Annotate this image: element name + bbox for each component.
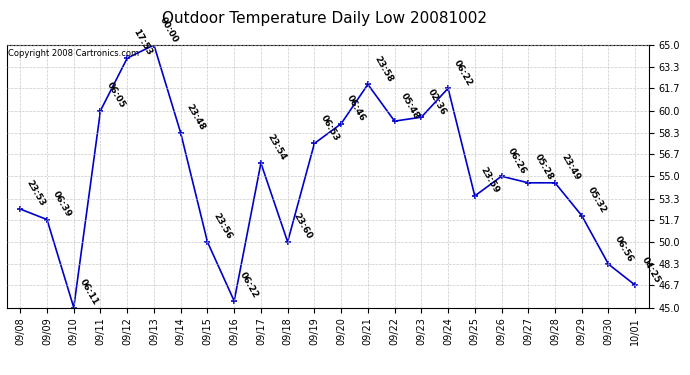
Text: Copyright 2008 Cartronics.com: Copyright 2008 Cartronics.com [8,49,139,58]
Text: 05:28: 05:28 [533,153,555,182]
Text: 04:25: 04:25 [640,255,662,284]
Text: 06:22: 06:22 [452,58,474,87]
Text: 23:58: 23:58 [372,54,394,84]
Text: 23:53: 23:53 [24,179,46,208]
Text: 23:54: 23:54 [265,133,287,162]
Text: 06:53: 06:53 [319,114,341,142]
Text: 05:32: 05:32 [586,186,608,215]
Text: 23:60: 23:60 [292,212,314,241]
Text: 17:53: 17:53 [131,28,154,57]
Text: 06:05: 06:05 [105,81,127,110]
Text: 06:11: 06:11 [78,278,100,307]
Text: 23:48: 23:48 [185,103,207,132]
Text: 06:22: 06:22 [238,271,260,300]
Text: 06:46: 06:46 [345,94,367,123]
Text: 06:26: 06:26 [506,146,528,176]
Text: 06:39: 06:39 [51,189,73,219]
Text: 05:48: 05:48 [399,91,421,120]
Text: 06:56: 06:56 [613,234,635,263]
Text: Outdoor Temperature Daily Low 20081002: Outdoor Temperature Daily Low 20081002 [161,11,487,26]
Text: 23:49: 23:49 [559,153,582,182]
Text: 02:36: 02:36 [426,87,448,116]
Text: 23:59: 23:59 [479,166,501,195]
Text: 23:56: 23:56 [212,212,234,241]
Text: 00:00: 00:00 [158,15,180,44]
